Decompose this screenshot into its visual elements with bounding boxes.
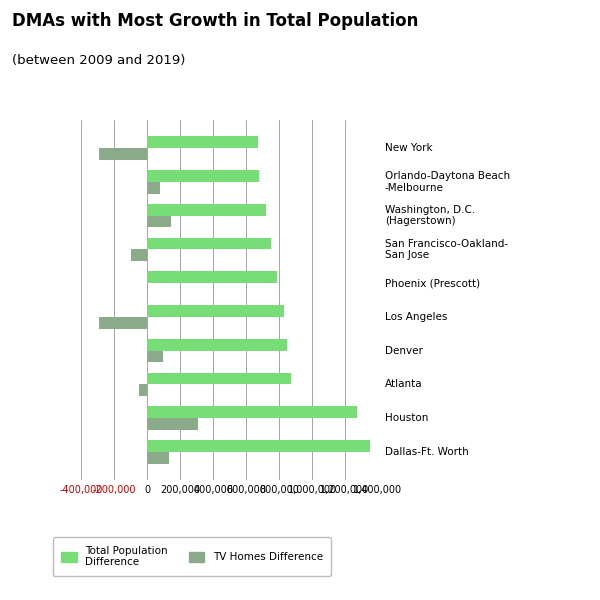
Bar <box>147 182 160 194</box>
Bar <box>147 170 259 182</box>
Bar <box>139 385 147 396</box>
Bar <box>131 250 147 261</box>
Bar <box>147 305 284 317</box>
Bar <box>147 373 290 385</box>
Bar <box>147 283 148 295</box>
Text: (between 2009 and 2019): (between 2009 and 2019) <box>12 54 185 67</box>
Legend: Total Population
Difference, TV Homes Difference: Total Population Difference, TV Homes Di… <box>53 538 331 575</box>
Bar <box>100 148 147 160</box>
Bar <box>147 406 356 418</box>
Bar <box>147 418 199 430</box>
Bar <box>147 204 266 215</box>
Bar <box>147 271 277 283</box>
Bar <box>147 136 257 148</box>
Text: DMAs with Most Growth in Total Population: DMAs with Most Growth in Total Populatio… <box>12 12 418 30</box>
Bar <box>147 440 370 452</box>
Bar <box>147 350 163 362</box>
Bar <box>147 238 271 250</box>
Bar <box>147 215 171 227</box>
Bar <box>147 452 169 464</box>
Bar <box>100 317 147 329</box>
Bar <box>147 339 287 350</box>
